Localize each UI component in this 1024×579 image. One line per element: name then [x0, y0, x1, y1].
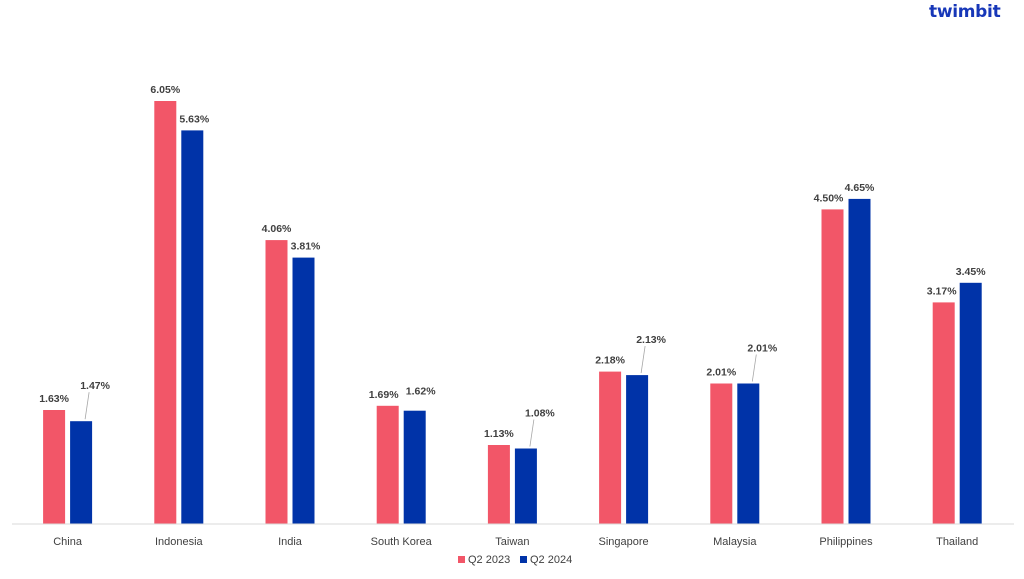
value-label: 4.50%	[814, 192, 844, 204]
category-labels: China Indonesia India South Korea Taiwan Sing…	[53, 536, 978, 548]
leader-line	[751, 354, 757, 382]
value-label: 2.18%	[595, 355, 625, 367]
bar-q2-2024-taiwan	[514, 448, 537, 524]
bar-q2-2023-china	[43, 410, 66, 524]
value-label: 1.62%	[406, 386, 436, 398]
bar-q2-2023-taiwan	[487, 445, 510, 524]
legend-label: Q2 2023	[468, 554, 510, 566]
category-label: Indonesia	[155, 536, 204, 548]
value-label: 3.81%	[291, 241, 321, 253]
leader-line	[640, 346, 646, 374]
bar-q2-2023-thailand	[932, 302, 955, 524]
value-label: 3.45%	[956, 266, 986, 278]
value-label: 6.05%	[150, 84, 180, 96]
bar-q2-2023-philippines	[821, 209, 844, 524]
value-label: 4.06%	[262, 223, 292, 235]
bar-q2-2024-singapore	[626, 375, 649, 524]
bar-q2-2024-south-korea	[403, 410, 426, 524]
legend-swatch	[520, 556, 527, 563]
legend-swatch	[458, 556, 465, 563]
bar-q2-2024-philippines	[848, 198, 871, 524]
category-label: South Korea	[371, 536, 433, 548]
twimbit-logo: twimbit	[929, 2, 1001, 22]
leader-lines	[84, 346, 757, 447]
bar-q2-2023-indonesia	[154, 101, 177, 524]
bar-q2-2023-india	[265, 240, 288, 524]
value-label: 1.47%	[80, 380, 110, 392]
category-label: Thailand	[936, 536, 978, 548]
bar-q2-2023-south-korea	[376, 405, 399, 524]
category-label: Malaysia	[713, 536, 757, 548]
category-label: Taiwan	[495, 536, 529, 548]
leader-line	[84, 392, 90, 420]
value-label: 2.01%	[747, 343, 777, 355]
value-label: 2.13%	[636, 334, 666, 346]
bar-q2-2024-indonesia	[181, 130, 204, 524]
value-label: 4.65%	[845, 182, 875, 194]
value-label: 1.69%	[369, 389, 399, 401]
category-label: Singapore	[599, 536, 649, 548]
category-label: India	[278, 536, 303, 548]
leader-line	[529, 419, 535, 447]
value-labels: 1.63% 1.47% 6.05% 5.63% 4.06% 3.81% 1.69% 1.62%…	[39, 84, 986, 440]
value-label: 1.63%	[39, 393, 69, 405]
bar-q2-2024-thailand	[959, 282, 982, 524]
bar-q2-2024-china	[70, 421, 93, 524]
bar-q2-2023-singapore	[599, 371, 622, 524]
category-label: China	[53, 536, 83, 548]
value-label: 5.63%	[179, 113, 209, 125]
category-label: Philippines	[819, 536, 873, 548]
bar-q2-2024-india	[292, 257, 315, 524]
value-label: 1.13%	[484, 428, 514, 440]
bar-q2-2023-malaysia	[710, 383, 733, 524]
value-label: 2.01%	[706, 367, 736, 379]
legend-label: Q2 2024	[530, 554, 572, 566]
bar-q2-2024-malaysia	[737, 383, 760, 524]
value-label: 3.17%	[927, 285, 957, 297]
value-label: 1.08%	[525, 408, 555, 420]
legend: Q2 2023 Q2 2024	[458, 554, 572, 566]
bars-group	[43, 101, 982, 524]
